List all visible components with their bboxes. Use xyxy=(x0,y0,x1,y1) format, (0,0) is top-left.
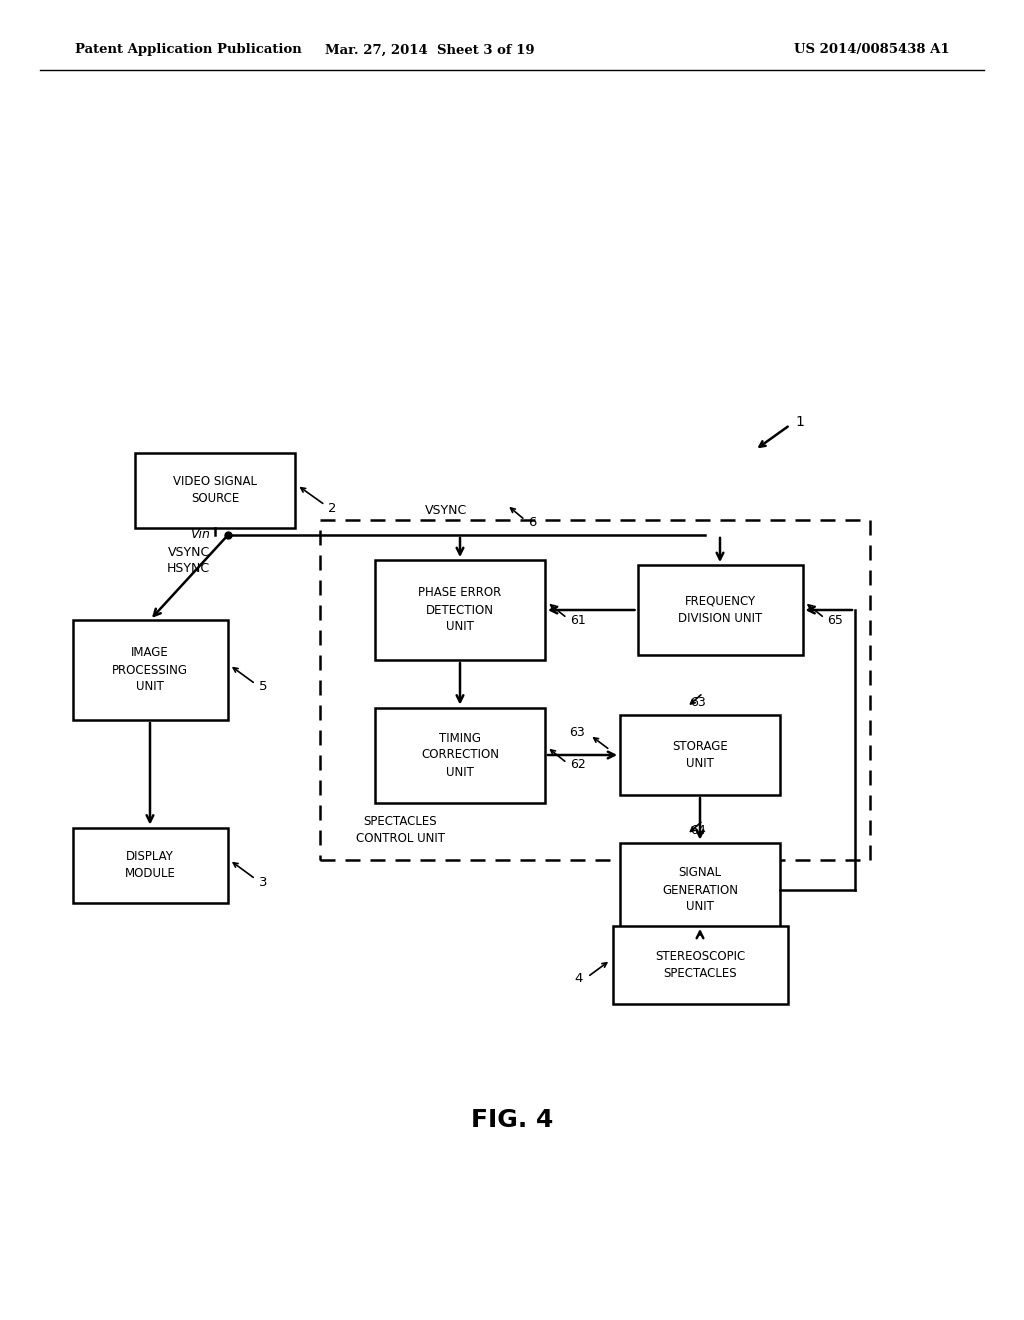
Bar xyxy=(375,560,545,660)
Text: 65: 65 xyxy=(827,614,844,627)
Text: IMAGE
PROCESSING
UNIT: IMAGE PROCESSING UNIT xyxy=(112,647,188,693)
Text: 4: 4 xyxy=(574,973,583,986)
Text: STEREOSCOPIC
SPECTACLES: STEREOSCOPIC SPECTACLES xyxy=(655,950,745,979)
Text: DISPLAY
MODULE: DISPLAY MODULE xyxy=(125,850,175,880)
Bar xyxy=(612,927,787,1005)
Bar xyxy=(319,520,870,861)
Text: 3: 3 xyxy=(258,875,267,888)
Text: 63: 63 xyxy=(690,697,706,710)
Text: 61: 61 xyxy=(570,614,586,627)
Text: TIMING
CORRECTION
UNIT: TIMING CORRECTION UNIT xyxy=(421,731,499,779)
Text: 64: 64 xyxy=(690,824,706,837)
Text: 6: 6 xyxy=(528,516,537,528)
Text: Mar. 27, 2014  Sheet 3 of 19: Mar. 27, 2014 Sheet 3 of 19 xyxy=(326,44,535,57)
Bar xyxy=(620,715,780,795)
Text: STORAGE
UNIT: STORAGE UNIT xyxy=(672,741,728,770)
Bar xyxy=(375,708,545,803)
Bar xyxy=(638,565,803,655)
Text: 5: 5 xyxy=(258,681,267,693)
Text: 1: 1 xyxy=(795,414,804,429)
Text: US 2014/0085438 A1: US 2014/0085438 A1 xyxy=(795,44,950,57)
Text: Patent Application Publication: Patent Application Publication xyxy=(75,44,302,57)
Bar xyxy=(135,453,295,528)
Text: SIGNAL
GENERATION
UNIT: SIGNAL GENERATION UNIT xyxy=(662,866,738,913)
Bar xyxy=(73,620,227,719)
Text: 62: 62 xyxy=(570,759,586,771)
Text: VSYNC: VSYNC xyxy=(168,545,210,558)
Text: 2: 2 xyxy=(328,502,337,515)
Text: PHASE ERROR
DETECTION
UNIT: PHASE ERROR DETECTION UNIT xyxy=(419,586,502,634)
Bar xyxy=(620,842,780,937)
Text: FREQUENCY
DIVISION UNIT: FREQUENCY DIVISION UNIT xyxy=(678,595,762,624)
Text: HSYNC: HSYNC xyxy=(167,562,210,576)
Text: VSYNC: VSYNC xyxy=(425,503,467,516)
Text: FIG. 4: FIG. 4 xyxy=(471,1107,553,1133)
Text: Vin: Vin xyxy=(190,528,210,541)
Text: SPECTACLES
CONTROL UNIT: SPECTACLES CONTROL UNIT xyxy=(355,814,444,845)
Text: 63: 63 xyxy=(569,726,585,739)
Bar xyxy=(73,828,227,903)
Text: VIDEO SIGNAL
SOURCE: VIDEO SIGNAL SOURCE xyxy=(173,475,257,506)
